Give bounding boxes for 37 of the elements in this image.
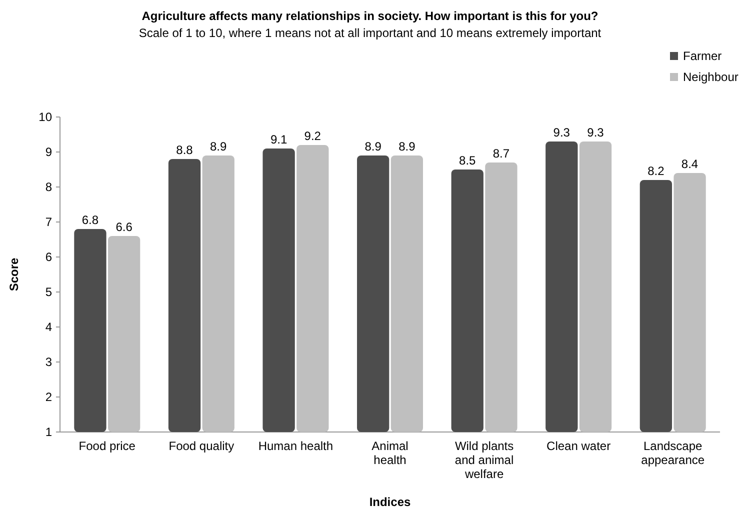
chart-title: Agriculture affects many relationships in society. How important is this for you? [142,9,598,23]
data-label: 6.8 [82,213,99,227]
data-label: 8.9 [398,140,416,154]
y-tick-label: 8 [45,180,52,194]
data-label: 8.9 [210,140,228,154]
x-tick-label: Food quality [168,439,234,453]
legend-label: Neighbour [683,70,738,84]
y-tick-label: 9 [45,145,52,159]
data-label: 8.2 [648,164,665,178]
x-axis-title: Indices [369,495,411,509]
x-tick-label: Wild plants and animal welfare [454,439,514,481]
data-label: 9.3 [587,126,604,140]
y-tick-label: 6 [45,250,52,264]
x-tick-label: Animal health [372,439,408,467]
legend-label: Farmer [683,49,722,63]
y-tick-label: 4 [45,320,52,334]
y-tick-label: 3 [45,355,52,369]
chart-subtitle: Scale of 1 to 10, where 1 means not at all important and 10 means extremely important [138,26,602,40]
data-label: 8.4 [681,157,698,171]
y-tick-label: 1 [45,425,52,439]
y-tick-label: 10 [38,110,52,124]
data-label: 6.6 [116,220,133,234]
data-label: 8.5 [459,154,476,168]
x-tick-label: Food price [78,439,136,453]
data-label: 9.1 [270,132,288,146]
x-tick-label: Clean water [546,439,611,453]
x-tick-label: Human health [258,439,334,453]
data-label: 8.8 [176,143,194,157]
data-label: 8.7 [492,146,510,160]
y-axis-title: Score [7,258,21,292]
data-label: 9.3 [553,126,570,140]
y-tick-label: 5 [45,285,52,299]
y-tick-label: 2 [45,390,52,404]
data-label: 9.2 [304,129,322,143]
x-tick-label: Landscape appearance [641,439,705,467]
data-label: 8.9 [364,140,382,154]
y-tick-label: 7 [45,215,52,229]
